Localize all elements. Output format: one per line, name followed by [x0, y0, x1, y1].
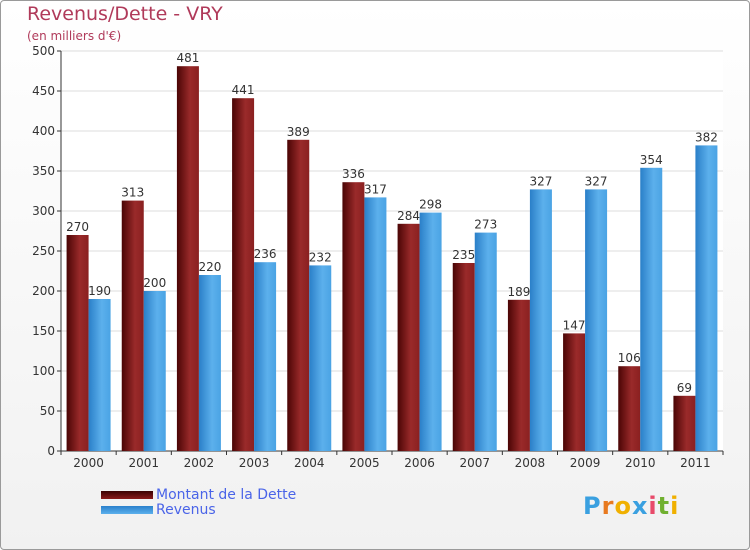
bar-revenus: [695, 145, 718, 451]
y-tick-label: 450: [32, 84, 55, 98]
data-label-dette: 69: [677, 381, 692, 395]
proxiti-logo: Proxiti: [583, 492, 679, 520]
bar-dette: [673, 395, 696, 451]
data-label-revenus: 327: [529, 174, 552, 188]
bar-revenus: [198, 275, 221, 451]
x-tick-label: 2009: [570, 456, 601, 470]
bar-dette: [342, 182, 365, 451]
y-tick-label: 350: [32, 164, 55, 178]
legend-item-revenus: Revenus: [101, 501, 296, 518]
x-tick-label: 2000: [73, 456, 104, 470]
bar-revenus: [254, 262, 277, 451]
bar-revenus: [88, 299, 111, 451]
data-label-dette: 481: [176, 51, 199, 65]
legend-label-dette: Montant de la Dette: [156, 486, 297, 503]
bar-revenus: [309, 265, 332, 451]
x-tick-label: 2006: [404, 456, 435, 470]
logo-letter: x: [631, 492, 649, 520]
y-tick-label: 0: [47, 444, 55, 458]
y-tick-label: 250: [32, 244, 55, 258]
logo-letter: i: [648, 492, 658, 520]
bar-dette: [563, 333, 586, 451]
y-tick-label: 400: [32, 124, 55, 138]
x-tick-label: 2010: [625, 456, 656, 470]
bar-revenus: [419, 212, 442, 451]
x-tick-label: 2001: [128, 456, 159, 470]
x-tick-label: 2002: [184, 456, 215, 470]
data-label-dette: 313: [121, 186, 144, 200]
bar-dette: [66, 235, 89, 451]
legend-swatch-dette: [101, 490, 153, 499]
data-label-revenus: 273: [474, 218, 497, 232]
data-label-revenus: 190: [88, 284, 111, 298]
data-label-dette: 284: [397, 209, 420, 223]
legend-label-revenus: Revenus: [156, 501, 216, 518]
bar-revenus: [585, 189, 608, 451]
bar-dette: [452, 263, 475, 451]
legend-item-dette: Montant de la Dette: [101, 486, 297, 503]
x-tick-label: 2003: [239, 456, 270, 470]
y-tick-label: 300: [32, 204, 55, 218]
data-label-revenus: 354: [640, 153, 663, 167]
logo-letter: i: [670, 492, 680, 520]
x-tick-label: 2004: [294, 456, 325, 470]
x-tick-label: 2007: [459, 456, 490, 470]
legend: Montant de la Dette Revenus: [101, 486, 297, 518]
bar-dette: [618, 366, 641, 451]
data-label-dette: 106: [618, 351, 641, 365]
y-tick-label: 500: [32, 44, 55, 58]
logo-letter: P: [583, 492, 602, 520]
data-label-revenus: 317: [364, 182, 387, 196]
bar-revenus: [364, 197, 387, 451]
y-tick-label: 100: [32, 364, 55, 378]
logo-letter: r: [601, 492, 615, 520]
data-label-revenus: 220: [198, 260, 221, 274]
x-tick-label: 2008: [515, 456, 546, 470]
data-label-dette: 235: [452, 248, 475, 262]
x-tick-label: 2005: [349, 456, 380, 470]
data-label-dette: 189: [507, 285, 530, 299]
data-label-revenus: 327: [585, 174, 608, 188]
data-label-dette: 336: [342, 167, 365, 181]
data-label-revenus: 200: [143, 276, 166, 290]
chart-title: Revenus/Dette - VRY: [27, 3, 223, 25]
y-tick-label: 150: [32, 324, 55, 338]
bar-revenus: [640, 167, 663, 452]
data-label-revenus: 298: [419, 198, 442, 212]
chart-subtitle: (en milliers d'€): [27, 29, 122, 43]
data-label-revenus: 236: [254, 247, 277, 261]
bar-dette: [232, 98, 255, 451]
bar-dette: [287, 139, 310, 452]
data-label-dette: 389: [287, 125, 310, 139]
data-label-revenus: 232: [309, 250, 332, 264]
bar-dette: [121, 200, 144, 451]
bar-revenus: [529, 189, 552, 451]
data-label-dette: 147: [563, 318, 586, 332]
data-label-dette: 270: [66, 220, 89, 234]
bar-dette: [397, 223, 420, 451]
data-label-revenus: 382: [695, 130, 718, 144]
data-label-dette: 441: [232, 83, 255, 97]
bar-dette: [176, 66, 199, 451]
y-tick-label: 200: [32, 284, 55, 298]
bar-dette: [507, 299, 530, 451]
bar-revenus: [474, 232, 497, 451]
y-tick-label: 50: [40, 404, 55, 418]
logo-letter: t: [657, 492, 671, 520]
bar-revenus: [143, 291, 166, 451]
logo-letter: o: [614, 492, 632, 520]
legend-swatch-revenus: [101, 505, 153, 514]
x-tick-label: 2011: [680, 456, 711, 470]
